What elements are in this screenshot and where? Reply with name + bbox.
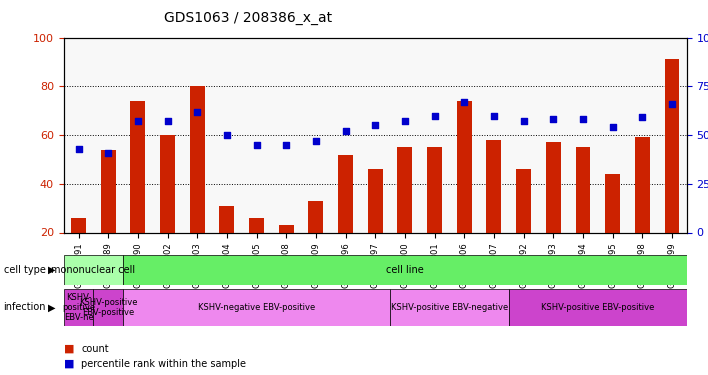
Point [429,112,440,118]
Point [73,146,84,152]
Point [280,142,292,148]
Bar [309,201,324,232]
Bar [123,289,390,326]
Bar [635,138,650,232]
Bar [71,218,86,232]
Bar [605,174,620,232]
Point [636,114,648,120]
Point [221,132,232,138]
Text: cell line: cell line [386,265,424,275]
Bar [130,101,145,232]
Text: KSHV-
positive
EBV-ne: KSHV- positive EBV-ne [62,292,95,322]
Bar [486,140,501,232]
Point [162,118,173,124]
Point [251,142,262,148]
Bar [509,289,687,326]
Point [132,118,144,124]
Bar [368,169,382,232]
Text: percentile rank within the sample: percentile rank within the sample [81,359,246,369]
Text: KSHV-negative EBV-positive: KSHV-negative EBV-positive [198,303,315,312]
Bar [219,206,234,232]
Text: ▶: ▶ [47,303,55,312]
Point [459,99,470,105]
Bar [64,289,93,326]
Bar [93,289,123,326]
Bar [427,147,442,232]
Point [666,101,678,107]
Text: KSHV-positive EBV-positive: KSHV-positive EBV-positive [541,303,654,312]
Point [489,112,500,118]
Text: infection: infection [4,303,46,312]
Point [103,150,114,156]
Bar [390,289,509,326]
Point [518,118,530,124]
Text: mononuclear cell: mononuclear cell [51,265,135,275]
Point [547,116,559,122]
Bar [546,142,561,232]
Bar [101,150,115,232]
Text: ■: ■ [64,344,74,354]
Bar [516,169,531,232]
Bar [279,225,294,232]
Bar [64,255,123,285]
Point [340,128,351,134]
Bar [457,101,472,232]
Text: KSHV-positive EBV-negative: KSHV-positive EBV-negative [391,303,508,312]
Text: cell type: cell type [4,265,45,275]
Bar [338,154,353,232]
Bar [576,147,590,232]
Point [399,118,411,124]
Point [370,122,381,128]
Text: count: count [81,344,109,354]
Text: GDS1063 / 208386_x_at: GDS1063 / 208386_x_at [164,11,332,25]
Bar [160,135,175,232]
Bar [190,86,205,232]
Bar [665,59,680,232]
Text: ■: ■ [64,359,74,369]
Bar [249,218,264,232]
Point [192,109,203,115]
Text: KSHV-positive
EBV-positive: KSHV-positive EBV-positive [79,298,137,317]
Bar [397,147,412,232]
Point [607,124,618,130]
Point [577,116,588,122]
Text: ▶: ▶ [47,265,55,275]
Point [310,138,321,144]
